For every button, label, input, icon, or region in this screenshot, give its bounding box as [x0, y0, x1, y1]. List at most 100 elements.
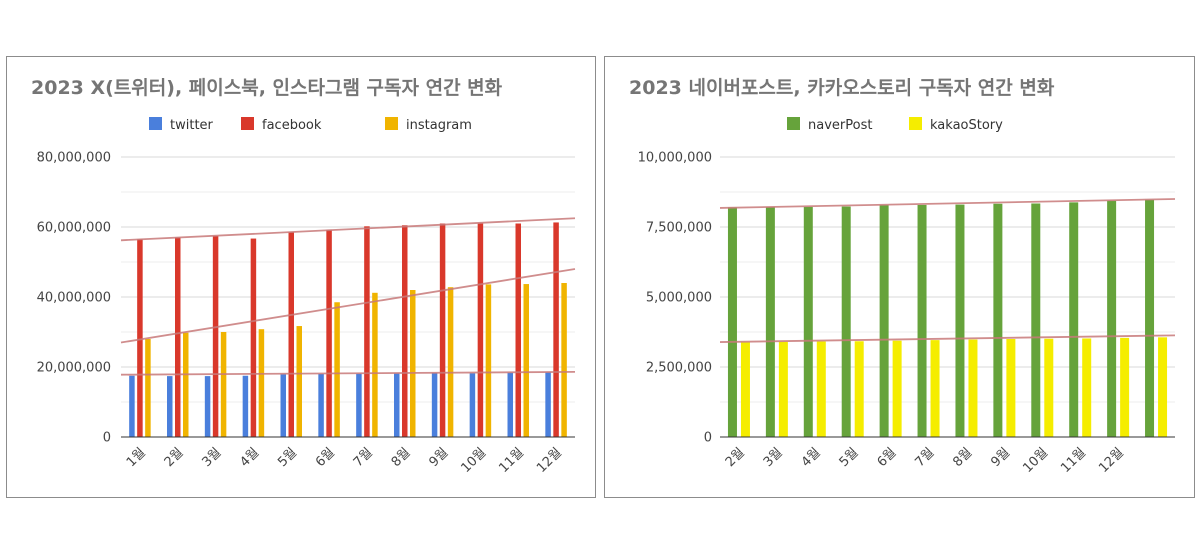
bar-facebook-8	[402, 225, 408, 437]
bar-naverPost-6	[917, 204, 927, 437]
bar-naverPost-1	[727, 207, 737, 437]
bar-kakaoStory-10	[1082, 338, 1092, 437]
chart-panel-social: 2023 X(트위터), 페이스북, 인스타그램 구독자 연간 변화 twitte…	[6, 56, 596, 498]
x-tick-label: 3월	[199, 445, 224, 470]
legend-label-naverPost: naverPost	[808, 118, 872, 133]
bar-naverPost-2	[765, 207, 775, 437]
legend-swatch-facebook	[241, 117, 254, 130]
y-tick-label: 40,000,000	[37, 291, 111, 306]
x-tick-label: 8월	[950, 445, 975, 470]
x-tick-label: 5월	[275, 445, 300, 470]
x-tick-label: 5월	[837, 445, 862, 470]
x-tick-label: 1월	[124, 445, 149, 470]
bar-kakaoStory-2	[778, 341, 788, 437]
bar-naverPost-11	[1107, 200, 1117, 437]
legend-label-instagram: instagram	[406, 118, 472, 133]
bar-twitter-12	[545, 372, 551, 437]
bar-naverPost-10	[1069, 202, 1079, 437]
chart-title: 2023 네이버포스트, 카카오스토리 구독자 연간 변화	[629, 77, 1055, 99]
legend-swatch-twitter	[149, 117, 162, 130]
bar-facebook-7	[364, 226, 370, 437]
bar-twitter-5	[280, 374, 286, 437]
x-tick-label: 7월	[351, 445, 376, 470]
bar-naverPost-9	[1031, 203, 1041, 437]
x-tick-label: 12월	[1096, 445, 1127, 476]
bar-instagram-7	[372, 292, 378, 437]
bar-kakaoStory-7	[968, 339, 978, 437]
legend-swatch-naverPost	[787, 117, 800, 130]
bar-facebook-11	[515, 223, 521, 437]
legend-label-facebook: facebook	[262, 118, 322, 133]
bar-twitter-8	[394, 373, 400, 437]
chart-svg-portal: 2023 네이버포스트, 카카오스토리 구독자 연간 변화 naverPost ka…	[629, 77, 1176, 476]
bar-naverPost-5	[879, 205, 889, 437]
bar-facebook-4	[250, 238, 257, 437]
bar-kakaoStory-8	[1006, 339, 1016, 437]
bar-twitter-4	[242, 375, 249, 437]
y-tick-label: 60,000,000	[37, 221, 111, 236]
bar-twitter-1	[129, 375, 135, 437]
chart-title: 2023 X(트위터), 페이스북, 인스타그램 구독자 연간 변화	[31, 77, 503, 99]
bar-kakaoStory-11	[1120, 337, 1130, 437]
y-tick-label: 0	[103, 431, 111, 446]
bar-instagram-5	[296, 326, 302, 437]
bar-facebook-2	[175, 237, 181, 437]
x-tick-label: 12월	[534, 445, 565, 476]
y-tick-label: 2,500,000	[646, 361, 712, 376]
x-tick-label: 9월	[988, 445, 1013, 470]
y-tick-label: 7,500,000	[646, 221, 712, 236]
bar-kakaoStory-1	[740, 342, 750, 437]
bar-twitter-9	[431, 372, 438, 437]
bar-facebook-9	[439, 223, 446, 437]
bar-kakaoStory-12	[1158, 337, 1168, 437]
y-tick-label: 80,000,000	[37, 151, 111, 166]
trendline-twitter	[120, 371, 576, 376]
bar-instagram-4	[258, 329, 265, 437]
bar-instagram-12	[561, 283, 567, 437]
x-tick-label: 3월	[761, 445, 786, 470]
bar-naverPost-7	[955, 204, 965, 437]
legend-label-kakaoStory: kakaoStory	[930, 118, 1003, 133]
chart-panel-portal: 2023 네이버포스트, 카카오스토리 구독자 연간 변화 naverPost ka…	[604, 56, 1195, 498]
x-tick-label: 8월	[389, 445, 414, 470]
x-tick-label: 7월	[912, 445, 937, 470]
bar-facebook-12	[553, 222, 559, 437]
bar-kakaoStory-9	[1044, 338, 1054, 437]
bar-facebook-10	[477, 223, 484, 437]
bar-naverPost-12	[1145, 199, 1155, 437]
bar-instagram-2	[183, 332, 189, 437]
bar-twitter-7	[356, 373, 362, 437]
bar-instagram-6	[334, 302, 340, 437]
bar-instagram-10	[485, 284, 492, 437]
y-tick-label: 10,000,000	[638, 151, 712, 166]
x-tick-label: 4월	[799, 445, 824, 470]
bar-instagram-9	[447, 287, 454, 437]
bar-instagram-3	[220, 332, 227, 437]
bar-twitter-11	[507, 372, 513, 437]
bar-twitter-2	[167, 376, 173, 437]
chart-svg-social: 2023 X(트위터), 페이스북, 인스타그램 구독자 연간 변화 twitte…	[31, 77, 576, 476]
x-tick-label: 2월	[723, 445, 748, 470]
trendline-instagram	[120, 268, 576, 344]
trendline-naverPost	[719, 198, 1176, 209]
bar-instagram-11	[523, 284, 529, 437]
trendline-facebook	[120, 217, 576, 242]
bar-kakaoStory-5	[892, 340, 902, 437]
y-tick-label: 20,000,000	[37, 361, 111, 376]
bar-twitter-6	[318, 374, 324, 437]
x-tick-label: 2월	[162, 445, 187, 470]
x-tick-label: 9월	[426, 445, 451, 470]
legend-swatch-instagram	[385, 117, 398, 130]
bar-instagram-1	[145, 339, 151, 437]
bar-naverPost-4	[841, 206, 851, 437]
bar-facebook-5	[288, 232, 294, 437]
y-tick-label: 0	[704, 431, 712, 446]
legend-swatch-kakaoStory	[909, 117, 922, 130]
bar-facebook-6	[326, 229, 332, 437]
trendline-kakaoStory	[719, 334, 1176, 343]
bar-naverPost-8	[993, 203, 1003, 437]
bar-twitter-3	[204, 376, 211, 437]
bar-facebook-1	[137, 239, 143, 437]
x-tick-label: 11월	[1058, 445, 1089, 476]
x-tick-label: 10월	[1020, 445, 1051, 476]
